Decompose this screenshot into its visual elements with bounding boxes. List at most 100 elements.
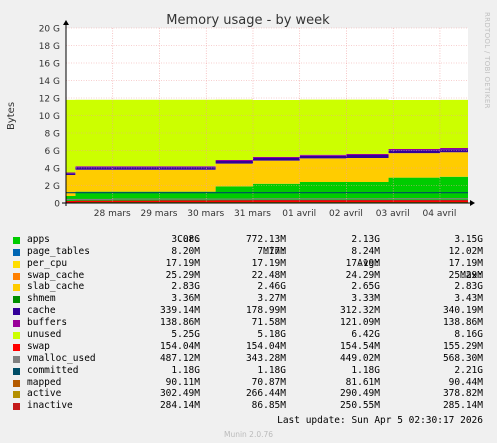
legend-swatch xyxy=(13,403,20,411)
legend-max: 8.16G xyxy=(454,329,483,341)
legend-max: 90.44M xyxy=(448,376,483,388)
legend-name: per_cpu xyxy=(27,257,68,269)
legend-name: cache xyxy=(27,305,56,317)
legend-name: page_tables xyxy=(27,245,90,257)
area-cache xyxy=(66,148,468,175)
legend-avg: 312.32M xyxy=(339,305,380,317)
legend-swatch xyxy=(13,391,20,399)
legend-swatch xyxy=(13,343,20,351)
legend-name: inactive xyxy=(27,400,73,412)
legend-cur: 154.04M xyxy=(159,340,200,352)
legend-rows: apps 3.08G 772.13M 2.13G 3.15G page_tables 8.2… xyxy=(0,234,497,412)
legend-swatch xyxy=(13,260,20,268)
legend-max: 17.19M xyxy=(448,257,483,269)
legend-row-mapped: mapped 90.11M 70.87M 81.61M 90.44M xyxy=(0,377,497,389)
legend-avg: 290.49M xyxy=(339,388,380,400)
legend-header-avg: Avg: xyxy=(357,257,380,269)
legend-row-cache: cache 339.14M 178.99M 312.32M 340.19M xyxy=(0,305,497,317)
legend-max: 2.21G xyxy=(454,364,483,376)
legend-avg: 1.18G xyxy=(351,364,380,376)
legend-row-shmem: shmem 3.36M 3.27M 3.33M 3.43M xyxy=(0,293,497,305)
legend-min: 86.85M xyxy=(251,400,286,412)
y-axis-label: Bytes xyxy=(6,102,17,130)
legend-avg: 81.61M xyxy=(345,376,380,388)
chart-title: Memory usage - by week xyxy=(166,13,330,28)
legend-cur: 1.18G xyxy=(171,364,200,376)
legend-min: 343.28M xyxy=(245,352,286,364)
x-tick-label: 04 avril xyxy=(423,209,457,219)
y-tick-label: 12 G xyxy=(39,95,60,105)
legend-max: 340.19M xyxy=(442,305,483,317)
x-tick-label: 28 mars xyxy=(94,209,131,219)
legend-name: swap_cache xyxy=(27,269,85,281)
legend-row-swap: swap 154.04M 154.04M 154.54M 155.29M xyxy=(0,341,497,353)
legend-row-vmalloc_used: vmalloc_used 487.12M 343.28M 449.02M 568.30M xyxy=(0,353,497,365)
legend-swatch xyxy=(13,332,20,340)
legend-header-min: Min: xyxy=(263,245,286,257)
legend-min: 71.58M xyxy=(251,317,286,329)
y-tick-label: 8 G xyxy=(44,130,60,140)
y-tick-label: 16 G xyxy=(39,60,60,70)
legend-cur: 3.08G xyxy=(171,233,200,245)
legend-row-apps: apps 3.08G 772.13M 2.13G 3.15G xyxy=(0,234,497,246)
last-update: Last update: Sun Apr 5 02:30:17 2026 xyxy=(277,415,483,426)
area-unused xyxy=(66,99,468,173)
legend-row-active: active 302.49M 266.44M 290.49M 378.82M xyxy=(0,388,497,400)
legend-cur: 8.20M xyxy=(171,245,200,257)
legend-min: 7.77M xyxy=(257,245,286,257)
legend-cur: 90.11M xyxy=(165,376,200,388)
legend-name: buffers xyxy=(27,317,68,329)
x-tick-label: 01 avril xyxy=(282,209,316,219)
legend-avg: 24.29M xyxy=(345,269,380,281)
legend-cur: 339.14M xyxy=(159,305,200,317)
legend-max: 138.86M xyxy=(442,317,483,329)
legend-cur: 5.25G xyxy=(171,329,200,341)
legend-name: mapped xyxy=(27,376,62,388)
legend-min: 154.04M xyxy=(245,340,286,352)
legend-min: 22.48M xyxy=(251,269,286,281)
stacked-areas xyxy=(66,99,468,203)
legend-row-committed: committed 1.18G 1.18G 1.18G 2.21G xyxy=(0,365,497,377)
legend-swatch xyxy=(13,296,20,304)
legend-header-max: Max: xyxy=(460,269,483,281)
y-tick-label: 20 G xyxy=(39,25,60,35)
munin-footer: Munin 2.0.76 xyxy=(223,430,274,439)
legend-max: 378.82M xyxy=(442,388,483,400)
legend-min: 3.27M xyxy=(257,293,286,305)
legend-header: Cur: Min: Avg: Max: xyxy=(0,222,497,281)
legend-swatch xyxy=(13,367,20,375)
legend-max: 2.83G xyxy=(454,281,483,293)
legend-max: 12.02M xyxy=(448,245,483,257)
x-tick-label: 03 avril xyxy=(376,209,410,219)
legend-cur: 3.36M xyxy=(171,293,200,305)
x-tick-label: 31 mars xyxy=(234,209,271,219)
y-tick-label: 4 G xyxy=(44,165,60,175)
y-tick-label: 14 G xyxy=(39,77,60,87)
legend-cur: 487.12M xyxy=(159,352,200,364)
x-axis-arrow xyxy=(470,200,475,206)
legend-row-page_tables: page_tables 8.20M 7.77M 8.24M 12.02M xyxy=(0,246,497,258)
area-apps xyxy=(66,176,468,203)
legend-min: 5.18G xyxy=(257,329,286,341)
y-tick-label: 0 xyxy=(54,200,60,210)
legend-swatch xyxy=(13,308,20,316)
legend-cur: 284.14M xyxy=(159,400,200,412)
legend-swatch xyxy=(13,355,20,363)
legend-min: 1.18G xyxy=(257,364,286,376)
legend-name: shmem xyxy=(27,293,56,305)
legend-avg: 8.24M xyxy=(351,245,380,257)
legend-row-per_cpu: per_cpu 17.19M 17.19M 17.19M 17.19M xyxy=(0,258,497,270)
legend-swatch xyxy=(13,236,20,244)
area-slab_cache xyxy=(66,151,468,196)
legend-swatch xyxy=(13,379,20,387)
x-ticks: 28 mars 29 mars 30 mars 31 mars 01 avril 02 a… xyxy=(94,209,457,219)
legend-row-slab_cache: slab_cache 2.83G 2.46G 2.65G 2.83G xyxy=(0,281,497,293)
legend-max: 25.29M xyxy=(448,269,483,281)
legend-avg: 17.19M xyxy=(345,257,380,269)
legend-min: 70.87M xyxy=(251,376,286,388)
legend-name: swap xyxy=(27,340,50,352)
y-tick-label: 18 G xyxy=(39,42,60,52)
legend-avg: 3.33M xyxy=(351,293,380,305)
legend-min: 772.13M xyxy=(245,233,286,245)
legend-swatch xyxy=(13,248,20,256)
